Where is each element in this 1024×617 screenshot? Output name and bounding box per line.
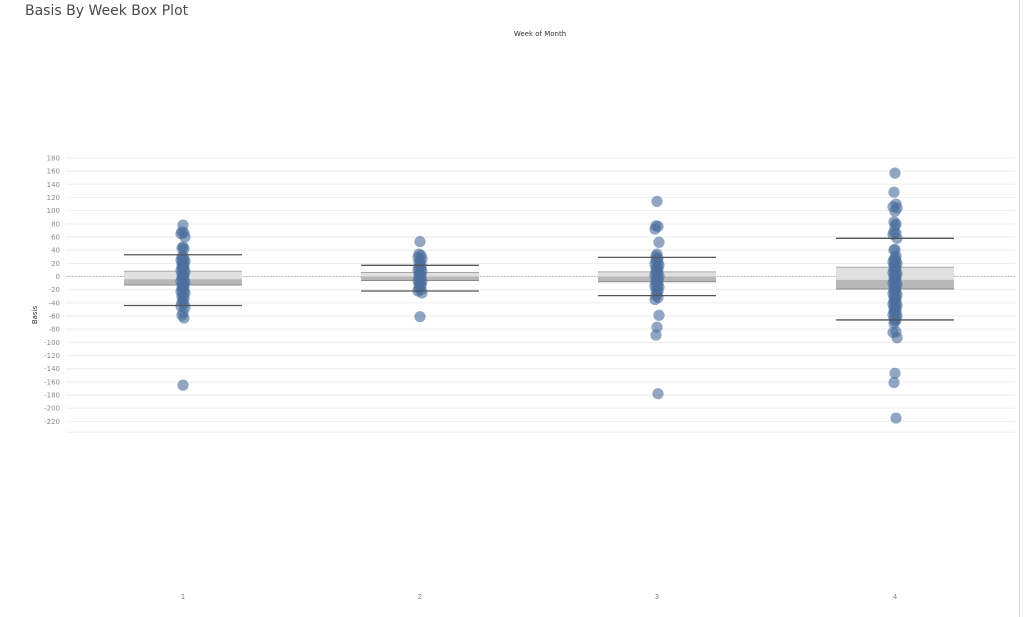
data-point [888, 186, 900, 198]
data-point [177, 379, 189, 391]
data-point [179, 231, 191, 243]
y-tick-label: -180 [44, 392, 60, 400]
y-tick-label: -160 [44, 378, 60, 386]
data-point [889, 367, 901, 379]
y-tick-label: -60 [49, 313, 60, 321]
data-point [414, 311, 426, 323]
y-tick-label: -140 [44, 365, 60, 373]
y-tick-label: 160 [47, 168, 60, 176]
data-point [889, 167, 901, 179]
x-tick-label: 4 [893, 593, 898, 601]
whisker-layer [124, 237, 954, 321]
data-point [890, 412, 902, 424]
y-tick-label: -220 [44, 418, 60, 426]
data-point [416, 287, 428, 299]
data-point [651, 195, 663, 208]
y-tick-label: -20 [49, 286, 60, 294]
data-point [650, 329, 662, 341]
x-tick-label: 1 [181, 593, 185, 601]
y-tick-layer: 180 160 140 120 100 80 60 40 20 0 -20 -40 -60 -80 -100… [44, 154, 60, 425]
y-tick-label: -200 [44, 405, 60, 413]
data-point [653, 309, 665, 321]
column-header: Week of Month [514, 30, 566, 38]
data-point [649, 223, 661, 235]
data-point [652, 388, 664, 400]
y-axis-title: Basis [31, 305, 39, 324]
chart-title: Basis By Week Box Plot [25, 3, 189, 19]
data-point [653, 236, 665, 248]
y-tick-label: 180 [47, 154, 60, 162]
y-tick-label: 0 [56, 273, 60, 281]
y-tick-label: -120 [44, 352, 60, 360]
y-tick-label: -80 [49, 326, 60, 334]
y-tick-label: 120 [47, 194, 60, 202]
y-tick-label: 140 [47, 181, 60, 189]
y-tick-label: 60 [51, 233, 60, 241]
data-point [649, 293, 661, 306]
box-layer [124, 266, 954, 290]
x-tick-label: 2 [418, 593, 422, 601]
y-tick-label: 80 [51, 220, 60, 228]
data-point [888, 376, 900, 389]
y-tick-label: 20 [51, 260, 60, 268]
x-tick-layer: 1 2 3 4 [181, 593, 898, 601]
point-layer [175, 167, 903, 424]
data-point [891, 332, 903, 344]
panel-right-border [1019, 0, 1020, 617]
y-tick-label: 40 [51, 247, 60, 255]
y-tick-label: -100 [44, 339, 60, 347]
grid-layer [66, 157, 1015, 433]
data-point [889, 205, 901, 217]
y-tick-label: -40 [49, 299, 60, 307]
data-point [178, 312, 190, 324]
x-tick-label: 3 [655, 593, 659, 601]
data-point [414, 235, 426, 248]
y-tick-label: 100 [47, 207, 60, 215]
